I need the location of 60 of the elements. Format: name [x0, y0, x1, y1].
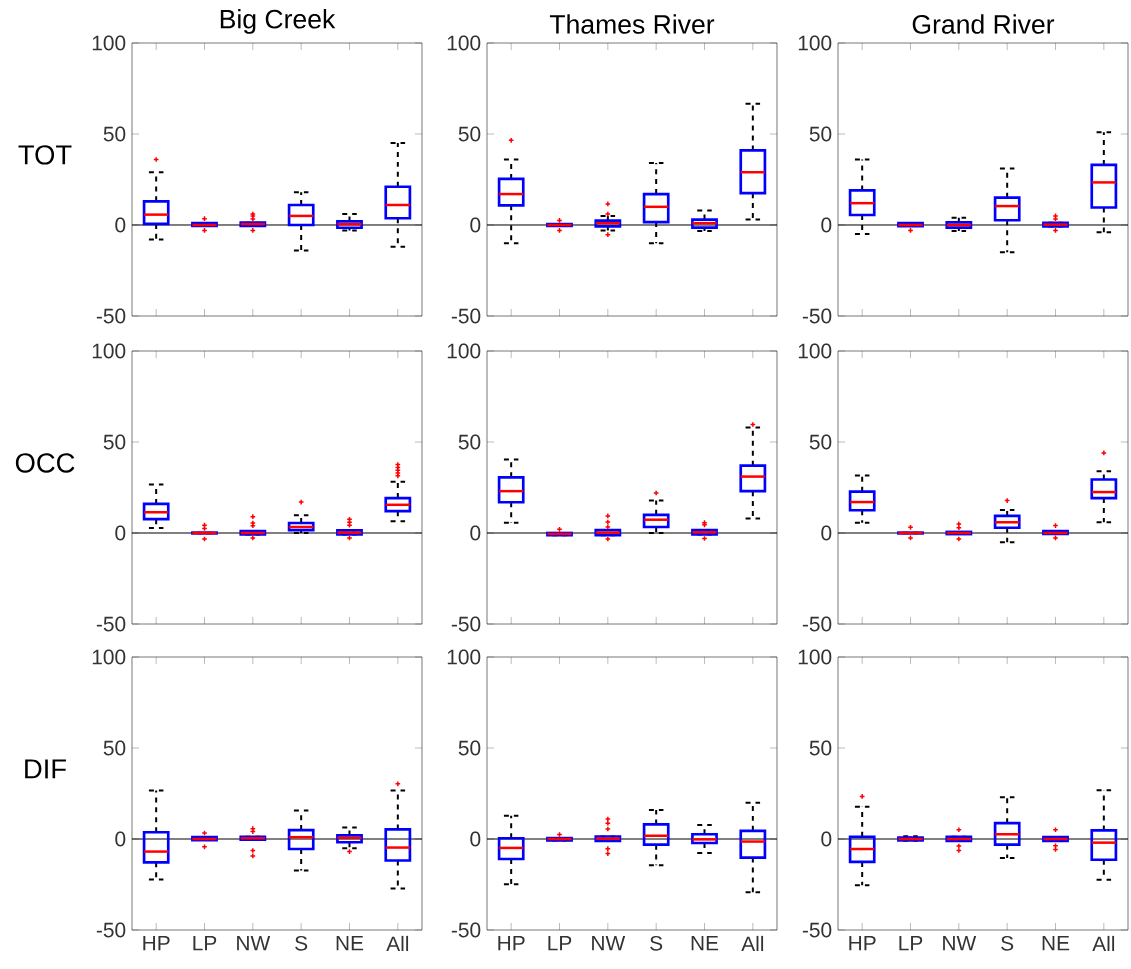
- y-tick-label: -50: [96, 616, 126, 632]
- y-tick-label: 0: [821, 525, 832, 541]
- y-tick-label: 50: [809, 740, 832, 756]
- x-tick-label: NW: [592, 935, 626, 951]
- y-tick-label: -50: [96, 922, 126, 938]
- x-tick-label: S: [295, 935, 308, 951]
- x-tick-label: LP: [548, 935, 572, 951]
- y-axis-title: OCC: [15, 453, 75, 473]
- y-axis-title: DIF: [25, 759, 66, 779]
- y-tick-label: 50: [103, 126, 126, 142]
- y-tick-label: 50: [103, 434, 126, 450]
- y-tick-label: -50: [802, 308, 832, 324]
- y-tick-label: 100: [92, 343, 126, 359]
- y-tick-label: 50: [458, 126, 481, 142]
- y-tick-label: -50: [451, 616, 481, 632]
- y-tick-label: 100: [447, 649, 481, 665]
- x-tick-label: HP: [498, 935, 525, 951]
- x-tick-label: HP: [143, 935, 170, 951]
- x-tick-label: NW: [237, 935, 271, 951]
- y-axis-title: TOT: [18, 145, 72, 165]
- y-tick-label: 0: [115, 525, 126, 541]
- x-tick-label: S: [650, 935, 663, 951]
- x-tick-label: HP: [849, 935, 876, 951]
- x-tick-label: NE: [691, 935, 719, 951]
- y-tick-label: -50: [96, 308, 126, 324]
- x-tick-label: All: [741, 935, 764, 952]
- y-tick-label: 100: [798, 343, 832, 359]
- chart-title: Big Creek: [220, 9, 336, 34]
- y-tick-label: 50: [458, 740, 481, 756]
- y-tick-label: -50: [802, 616, 832, 632]
- y-tick-label: 0: [470, 831, 481, 847]
- y-tick-label: 100: [447, 343, 481, 359]
- y-tick-label: -50: [802, 922, 832, 938]
- x-tick-label: NE: [1042, 935, 1070, 951]
- y-tick-label: 0: [470, 217, 481, 233]
- y-tick-label: 50: [809, 126, 832, 142]
- y-tick-label: 50: [103, 740, 126, 756]
- x-tick-label: All: [386, 935, 409, 952]
- y-tick-label: 50: [458, 434, 481, 450]
- y-tick-label: 100: [798, 649, 832, 665]
- y-tick-label: -50: [451, 922, 481, 938]
- x-tick-label: All: [1092, 935, 1115, 952]
- y-tick-label: 0: [115, 831, 126, 847]
- x-tick-label: LP: [193, 935, 217, 951]
- y-tick-label: 0: [821, 217, 832, 233]
- chart-title: Grand River: [912, 14, 1055, 34]
- y-tick-label: 0: [821, 831, 832, 847]
- x-tick-label: LP: [899, 935, 923, 951]
- x-tick-label: NW: [943, 935, 977, 951]
- y-tick-label: 100: [92, 35, 126, 51]
- y-tick-label: -50: [451, 308, 481, 324]
- x-tick-label: NE: [336, 935, 364, 951]
- chart-title: Thames River: [549, 14, 715, 34]
- y-tick-label: 100: [92, 649, 126, 665]
- y-tick-label: 50: [809, 434, 832, 450]
- y-tick-label: 0: [115, 217, 126, 233]
- y-tick-label: 100: [798, 35, 832, 51]
- y-tick-label: 100: [447, 35, 481, 51]
- y-tick-label: 0: [470, 525, 481, 541]
- x-tick-label: S: [1001, 935, 1014, 951]
